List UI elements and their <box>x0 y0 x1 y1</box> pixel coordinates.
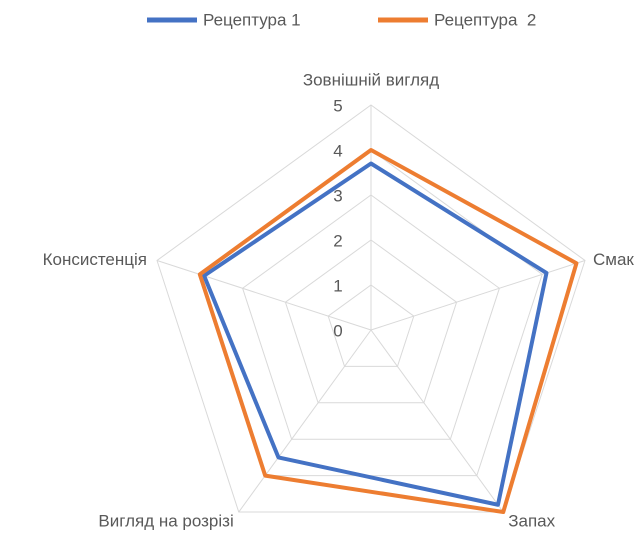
tick-label: 3 <box>333 186 342 205</box>
tick-label: 1 <box>333 276 342 295</box>
series-line <box>202 161 549 507</box>
tick-label: 4 <box>333 141 342 160</box>
tick-label: 5 <box>333 96 342 115</box>
category-label: Консистенція <box>43 250 147 269</box>
series-line <box>197 148 579 515</box>
legend-label: Рецептура 2 <box>434 10 536 29</box>
category-label: Смак <box>593 250 634 269</box>
axis-spoke <box>370 329 504 513</box>
grid-line <box>284 239 458 404</box>
category-label: Вигляд на розрізі <box>98 512 233 531</box>
grid-line <box>327 284 415 367</box>
axis-spoke <box>238 329 372 513</box>
grid-line <box>242 194 500 440</box>
axis-spoke <box>370 259 586 331</box>
tick-label: 2 <box>333 231 342 250</box>
axis-spoke <box>156 259 372 331</box>
legend-label: Рецептура 1 <box>203 10 301 29</box>
grid-line <box>156 104 586 513</box>
category-label: Запах <box>508 512 555 531</box>
tick-label: 0 <box>333 321 342 340</box>
category-label: Зовнішній вигляд <box>303 70 439 89</box>
